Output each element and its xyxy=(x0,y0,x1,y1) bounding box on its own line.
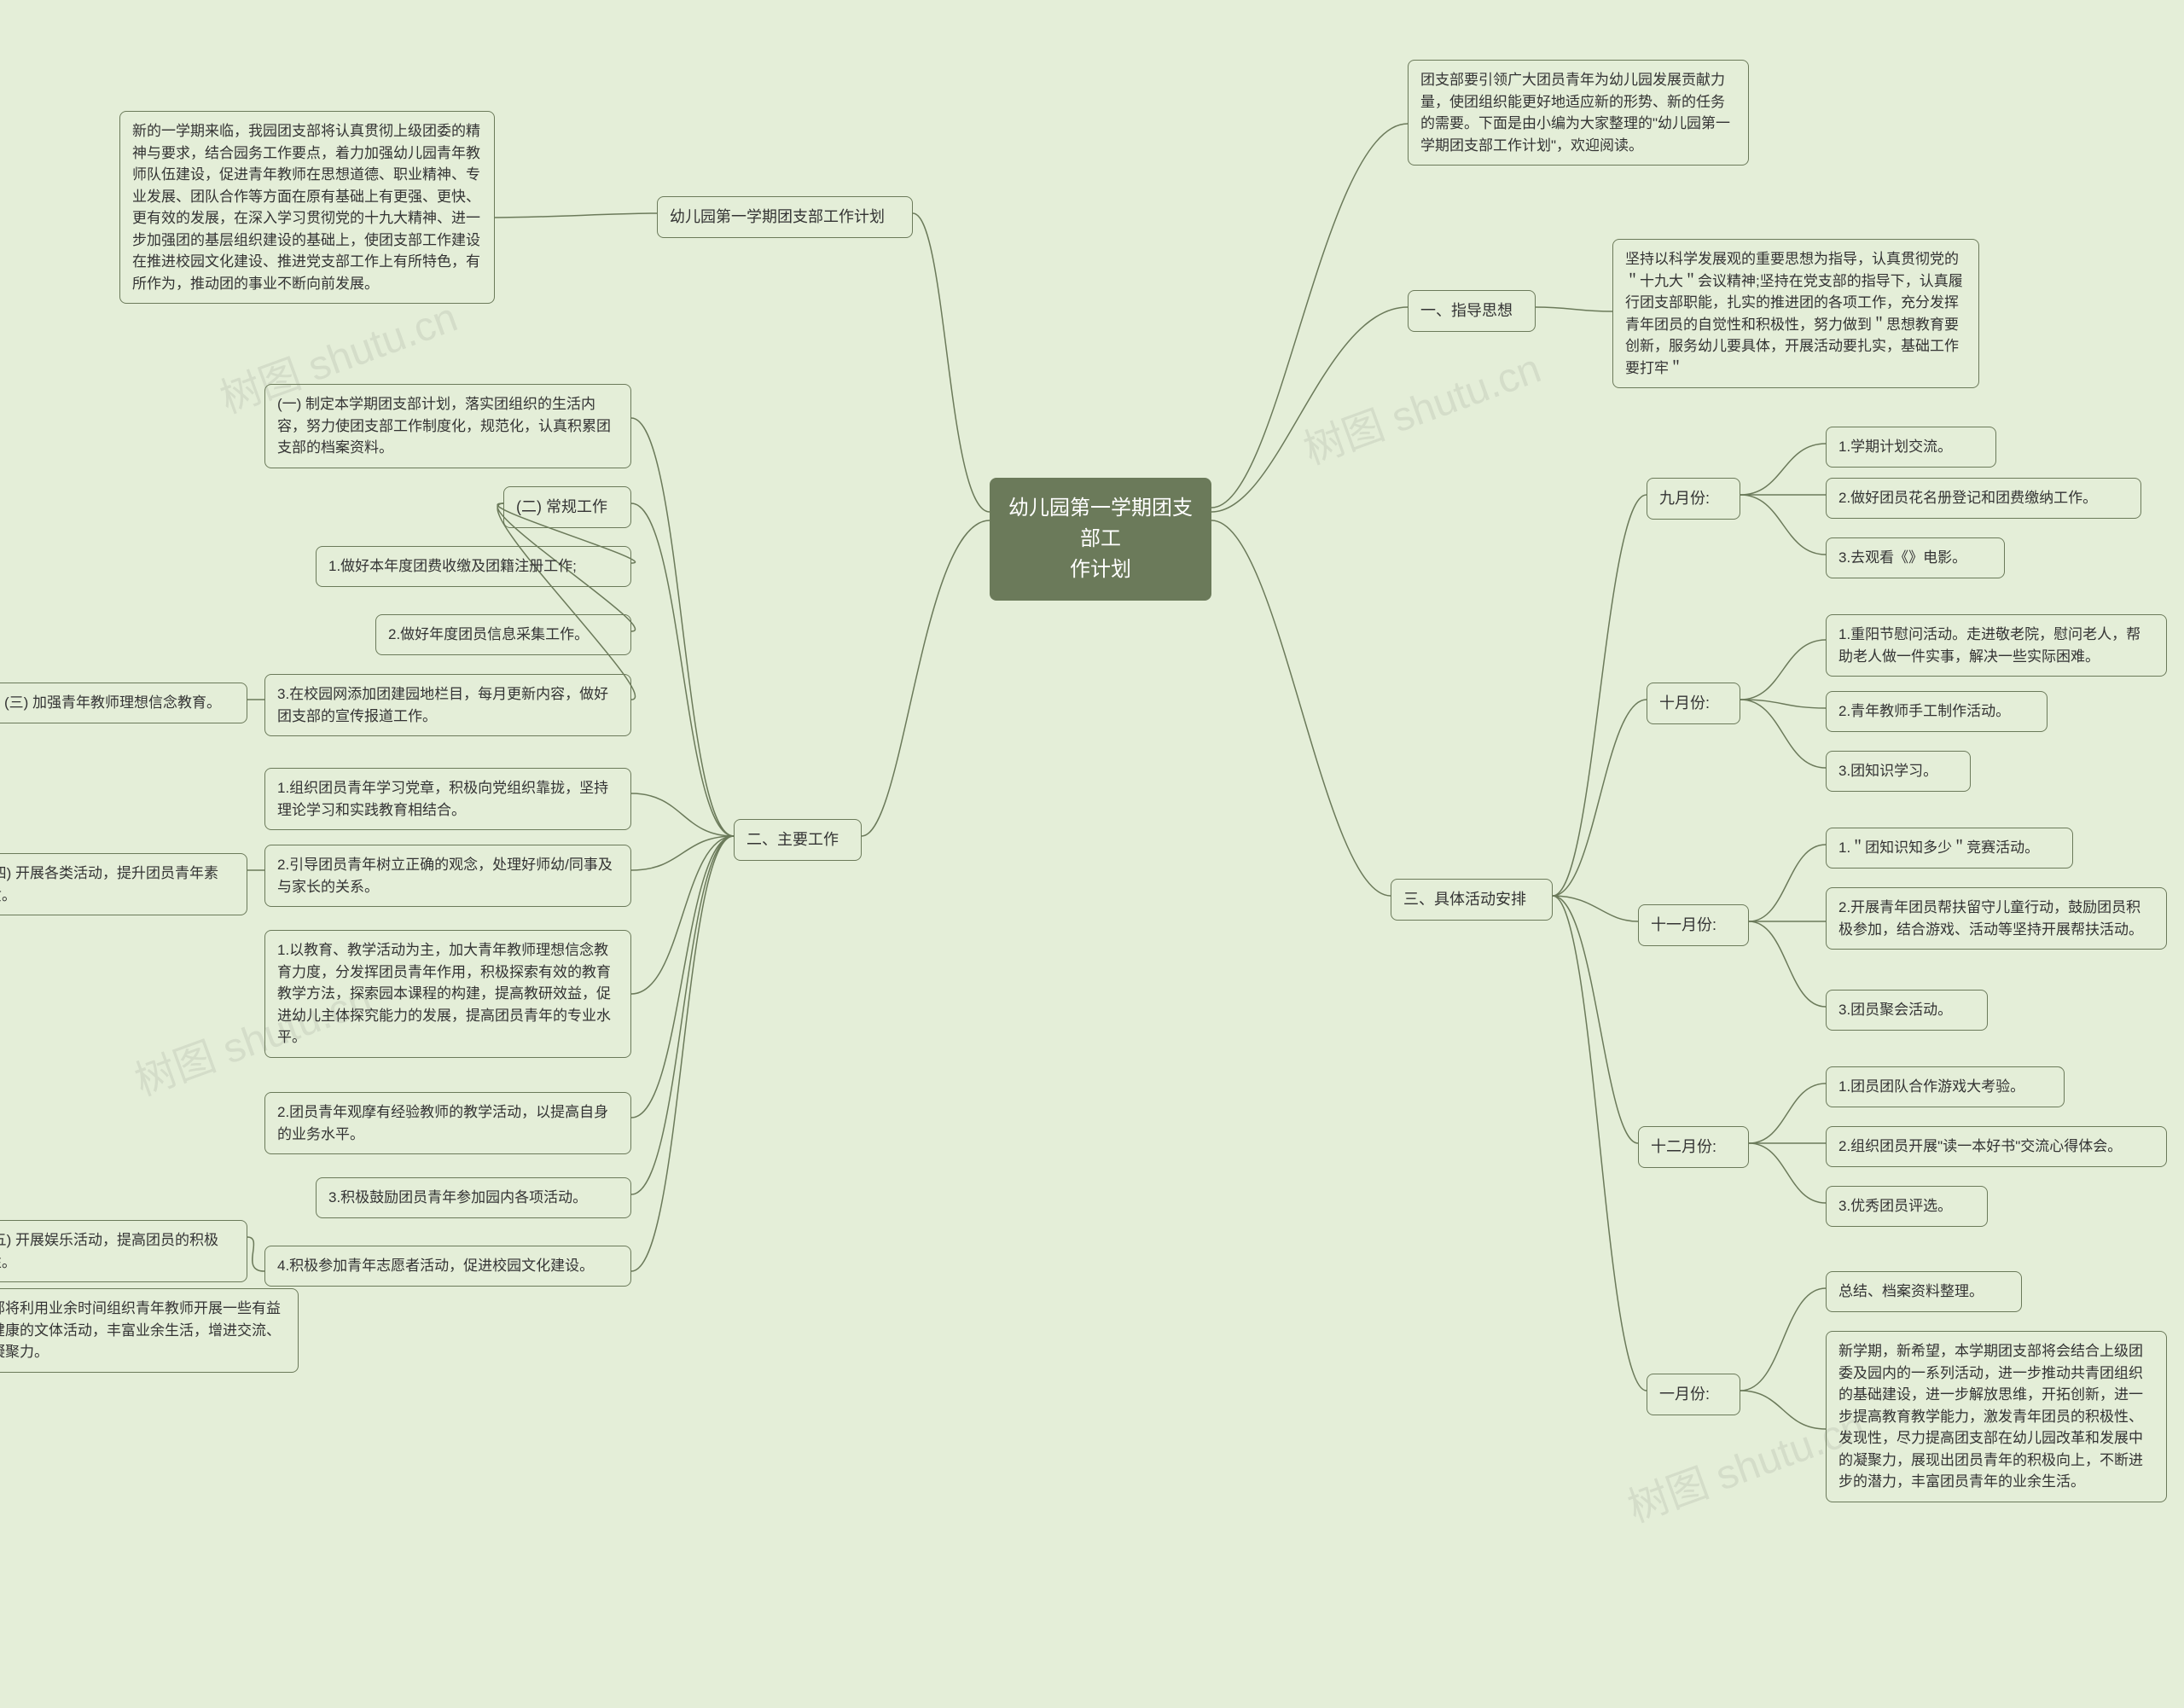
left-item3-3: 1.以教育、教学活动为主，加大青年教师理想信念教育力度，分发挥团员青年作用，积极… xyxy=(264,930,631,1058)
left-l1-plan: 幼儿园第一学期团支部工作计划 xyxy=(657,196,913,238)
month-dec-3: 3.优秀团员评选。 xyxy=(1826,1186,1988,1227)
month-sep-3: 3.去观看《》电影。 xyxy=(1826,537,2005,578)
center-node: 幼儿园第一学期团支部工作计划 xyxy=(990,478,1211,601)
month-nov-3: 3.团员聚会活动。 xyxy=(1826,990,1988,1031)
month-oct-2: 2.青年教师手工制作活动。 xyxy=(1826,691,2048,732)
left-item3-4: 2.团员青年观摩有经验教师的教学活动，以提高自身的业务水平。 xyxy=(264,1092,631,1154)
left-item2: (二) 常规工作 xyxy=(503,486,631,528)
left-item3-1: 1.组织团员青年学习党章，积极向党组织靠拢，坚持理论学习和实践教育相结合。 xyxy=(264,768,631,830)
month-sep-2: 2.做好团员花名册登记和团费缴纳工作。 xyxy=(1826,478,2141,519)
left-item3-2: 2.引导团员青年树立正确的观念，处理好师幼/同事及与家长的关系。 xyxy=(264,845,631,907)
month-jan-1: 总结、档案资料整理。 xyxy=(1826,1271,2022,1312)
right-intro: 团支部要引领广大团员青年为幼儿园发展贡献力量，使团组织能更好地适应新的形势、新的… xyxy=(1408,60,1749,166)
left-item3-2-leaf: (四) 开展各类活动，提升团员青年素质。 xyxy=(0,853,247,915)
month-jan-2: 新学期，新希望，本学期团支部将会结合上级团委及园内的一系列活动，进一步推动共青团… xyxy=(1826,1331,2167,1502)
month-sep-1: 1.学期计划交流。 xyxy=(1826,427,1996,468)
left-l2-main: 二、主要工作 xyxy=(734,819,862,861)
left-item2-sub3-leaf: (三) 加强青年教师理想信念教育。 xyxy=(0,683,247,723)
left-item3-6: 4.积极参加青年志愿者活动，促进校园文化建设。 xyxy=(264,1246,631,1287)
left-l1-plan-detail: 新的一学期来临，我园团支部将认真贯彻上级团委的精神与要求，结合园务工作要点，着力… xyxy=(119,111,495,304)
month-jan: 一月份: xyxy=(1647,1374,1740,1415)
left-item3-6-leaf2: 我支部将利用业余时间组织青年教师开展一些有益身心健康的文体活动，丰富业余生活，增… xyxy=(0,1288,299,1373)
right-guide-detail: 坚持以科学发展观的重要思想为指导，认真贯彻党的＂十九大＂会议精神;坚持在党支部的… xyxy=(1612,239,1979,388)
left-item2-sub3: 3.在校园网添加团建园地栏目，每月更新内容，做好团支部的宣传报道工作。 xyxy=(264,674,631,736)
month-nov: 十一月份: xyxy=(1638,904,1749,946)
left-item1: (一) 制定本学期团支部计划，落实团组织的生活内容，努力使团支部工作制度化，规范… xyxy=(264,384,631,468)
left-item2-sub1: 1.做好本年度团费收缴及团籍注册工作; xyxy=(316,546,631,587)
month-oct-3: 3.团知识学习。 xyxy=(1826,751,1971,792)
month-dec-1: 1.团员团队合作游戏大考验。 xyxy=(1826,1066,2065,1107)
watermark: 树图 shutu.cn xyxy=(1294,334,1548,475)
month-nov-2: 2.开展青年团员帮扶留守儿童行动，鼓励团员积极参加，结合游戏、活动等坚持开展帮扶… xyxy=(1826,887,2167,950)
month-nov-1: 1.＂团知识知多少＂竞赛活动。 xyxy=(1826,828,2073,869)
left-item2-sub2: 2.做好年度团员信息采集工作。 xyxy=(375,614,631,655)
month-oct-1: 1.重阳节慰问活动。走进敬老院，慰问老人，帮助老人做一件实事，解决一些实际困难。 xyxy=(1826,614,2167,677)
month-dec: 十二月份: xyxy=(1638,1126,1749,1168)
right-schedule: 三、具体活动安排 xyxy=(1391,879,1553,921)
month-oct: 十月份: xyxy=(1647,683,1740,724)
left-item3-5: 3.积极鼓励团员青年参加园内各项活动。 xyxy=(316,1177,631,1218)
month-sep: 九月份: xyxy=(1647,478,1740,520)
left-item3-6-leaf: (五) 开展娱乐活动，提高团员的积极性。 xyxy=(0,1220,247,1282)
month-dec-2: 2.组织团员开展"读一本好书"交流心得体会。 xyxy=(1826,1126,2167,1167)
right-guide: 一、指导思想 xyxy=(1408,290,1536,332)
